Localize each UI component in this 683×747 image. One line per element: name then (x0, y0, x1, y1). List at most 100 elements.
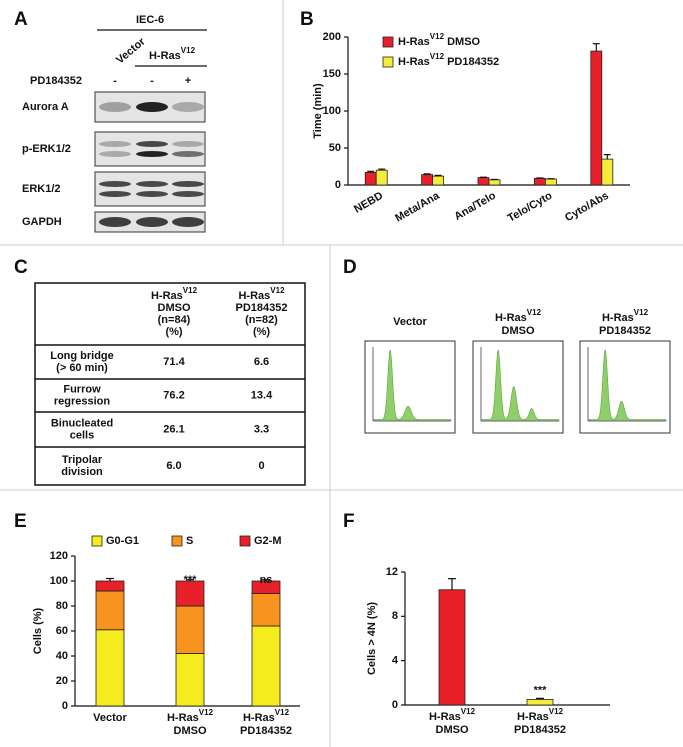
histogram (587, 349, 667, 422)
error-bar (448, 578, 456, 590)
error-bar (423, 173, 431, 175)
significance: *** (534, 684, 548, 696)
bar (421, 174, 434, 186)
blot-band (172, 191, 204, 197)
blot-band (136, 191, 168, 197)
label: H-RasV12 (495, 308, 542, 324)
blot-strip (94, 131, 206, 167)
y-tick-label: 8 (392, 610, 398, 622)
legend-swatch (382, 56, 394, 68)
label: H-RasV12 DMSO (398, 32, 481, 48)
x-tick-label: Telo/Cyto (506, 190, 555, 225)
label-text: H-Ras (167, 712, 199, 724)
label: H-RasV12 (238, 286, 285, 302)
blot-band (136, 141, 168, 147)
y-tick-label: 60 (56, 625, 68, 637)
blot-band (136, 151, 168, 157)
table-cell: 13.4 (251, 389, 273, 401)
bar (534, 177, 546, 186)
label-text: H-Ras (398, 36, 430, 48)
bar (477, 177, 490, 186)
y-tick-label: 50 (329, 142, 341, 154)
blot-strip (94, 171, 206, 207)
blot-band (136, 181, 168, 187)
label: H-RasV12 (429, 707, 476, 723)
label-line: DMSO (502, 325, 535, 337)
legend-label: G2-M (254, 535, 282, 547)
bar-segment (175, 580, 205, 607)
x-tick-label: NEBD (352, 190, 385, 216)
treatment-mark: - (150, 75, 154, 87)
bar (545, 178, 557, 186)
label-text: H-Ras (238, 290, 270, 302)
y-tick-label: 40 (56, 650, 68, 662)
bar (364, 172, 377, 186)
blot-band (172, 217, 204, 227)
legend-swatch (382, 36, 394, 48)
error-bar (434, 174, 442, 177)
blot-title: IEC-6 (136, 14, 164, 26)
blot-band (136, 217, 168, 227)
table-cell: 3.3 (254, 423, 269, 435)
row-label: Tripolar (62, 454, 103, 466)
label-line: (n=84) (158, 314, 191, 326)
x-tick-label: Cyto/Abs (563, 190, 611, 225)
group-label: Vector (114, 35, 148, 66)
histogram (372, 349, 452, 422)
blot-band (172, 102, 204, 112)
row-label: Aurora A (22, 101, 69, 113)
label: H-RasV12 (517, 707, 564, 723)
bar-segment (175, 653, 205, 707)
y-tick-label: 20 (56, 675, 68, 687)
error-bar (603, 154, 611, 160)
label-line: (%) (165, 326, 182, 338)
x-tick-label: Ana/Telo (452, 190, 498, 223)
bar (432, 175, 445, 186)
row-label: cells (70, 429, 94, 441)
y-axis-label: Cells > 4N (%) (366, 602, 378, 675)
superscript: V12 (527, 308, 542, 317)
y-tick-label: 4 (392, 655, 399, 667)
bar-segment (251, 593, 281, 627)
table-border (34, 282, 306, 486)
row-label: Furrow (63, 383, 101, 395)
blot-band (136, 102, 168, 112)
label-text: PD184352 (444, 56, 499, 68)
bar (438, 589, 466, 706)
bar-segment (95, 590, 125, 631)
legend-swatch (239, 535, 251, 547)
blot-band (99, 181, 131, 187)
significance: *** (184, 574, 198, 586)
superscript: V12 (430, 32, 445, 41)
label: H-RasV12 (151, 286, 198, 302)
label-line: PD184352 (599, 325, 651, 337)
blot-band (99, 102, 131, 112)
label-text: Vector (93, 712, 127, 724)
superscript: V12 (430, 52, 445, 61)
label-text: Vector (393, 316, 427, 328)
row-label: division (61, 466, 103, 478)
label-text: DMSO (444, 36, 481, 48)
error-bar (378, 168, 386, 171)
panel-label: F (343, 511, 355, 532)
label-line: DMSO (158, 302, 191, 314)
superscript: V12 (183, 286, 198, 295)
label-text: H-Ras (243, 712, 275, 724)
label: H-RasV12 (149, 46, 196, 62)
table-cell: 6.0 (166, 460, 181, 472)
table-cell: 0 (258, 460, 264, 472)
panel-label: C (14, 257, 28, 278)
superscript: V12 (634, 308, 649, 317)
label-text: H-Ras (495, 312, 527, 324)
histogram (480, 349, 560, 422)
label: H-RasV12 PD184352 (398, 52, 499, 68)
legend-label: S (186, 535, 193, 547)
panel-label: A (14, 9, 28, 30)
bar-segment (251, 625, 281, 707)
label: Vector (393, 316, 427, 328)
label-text: H-Ras (429, 711, 461, 723)
y-axis-label: Cells (%) (32, 607, 44, 654)
table-cell: 71.4 (163, 356, 185, 368)
y-tick-label: 80 (56, 600, 68, 612)
